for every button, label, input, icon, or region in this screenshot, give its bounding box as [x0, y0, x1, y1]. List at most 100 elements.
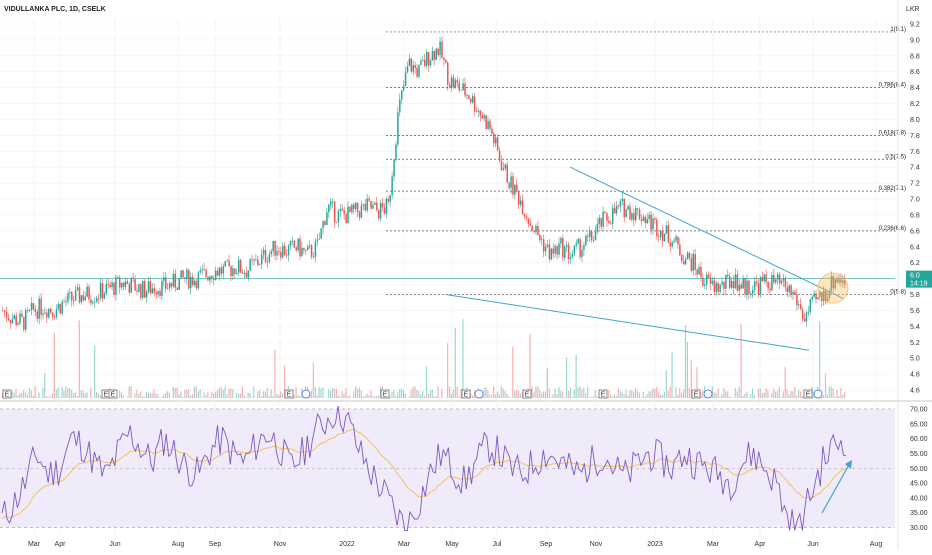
volume-bar [650, 391, 651, 398]
candle-body [543, 239, 545, 251]
price-axis-tick: 5.2 [910, 340, 920, 347]
volume-bar [19, 393, 20, 398]
candle-body [551, 249, 553, 260]
volume-bar [836, 390, 837, 398]
candle-body [566, 245, 568, 247]
candle-body [796, 294, 798, 305]
volume-bar [437, 387, 438, 398]
earnings-marker-label: E [525, 392, 530, 399]
candle-body [583, 245, 585, 250]
candle-body [775, 280, 777, 283]
volume-bar [462, 319, 463, 398]
candle-body [319, 239, 321, 240]
candle-body [253, 260, 255, 261]
candle-body [96, 298, 98, 302]
candle-body [63, 302, 65, 303]
volume-bar [244, 395, 245, 398]
candle-body [483, 115, 485, 118]
volume-bar [77, 396, 78, 398]
candle-body [347, 207, 349, 223]
candle-body [186, 270, 188, 279]
volume-bar [169, 393, 170, 398]
candle-body [792, 292, 794, 295]
volume-bar [144, 397, 145, 398]
volume-bar [420, 394, 421, 398]
candle-body [729, 276, 731, 288]
candle-body [489, 121, 491, 129]
volume-bar [46, 396, 47, 398]
candle-body [336, 222, 338, 223]
price-axis-tick: 5.0 [910, 356, 920, 363]
time-axis-tick: Nov [590, 541, 603, 548]
candle-body [635, 208, 637, 220]
candle-body [616, 206, 618, 213]
candle-body [558, 243, 560, 254]
volume-bar [86, 392, 87, 398]
volume-bar [249, 393, 250, 398]
volume-bar [574, 389, 575, 398]
candle-body [798, 304, 800, 305]
candle-body [148, 281, 150, 291]
candle-body [192, 277, 194, 285]
volume-bar [752, 388, 753, 398]
candle-body [614, 208, 616, 213]
candle-body [236, 273, 238, 274]
volume-bar [779, 387, 780, 398]
candle-body [539, 235, 541, 240]
volume-bar [608, 390, 609, 398]
volume-bar [121, 392, 122, 398]
candle-body [113, 283, 115, 295]
volume-bar [562, 392, 563, 398]
candle-body [499, 150, 501, 161]
candle-body [324, 221, 326, 225]
volume-bar [75, 392, 76, 398]
candle-body [516, 185, 518, 192]
candle-body [428, 52, 430, 65]
volume-bar [334, 389, 335, 398]
volume-bar [378, 396, 379, 398]
volume-bar [96, 392, 97, 398]
volume-bar [414, 386, 415, 398]
volume-bar [251, 397, 252, 398]
candle-body [56, 309, 58, 317]
fib-level-label: 0.618(7.8) [879, 130, 906, 136]
volume-bar [783, 391, 784, 398]
price-axis-tick: 4.6 [910, 388, 920, 395]
candle-body [136, 291, 138, 292]
candle-body [595, 232, 597, 241]
candle-body [73, 300, 75, 301]
candle-body [372, 205, 374, 209]
volume-bar [37, 397, 38, 398]
candle-body [123, 283, 125, 287]
volume-bar [790, 391, 791, 398]
candle-body [434, 51, 436, 60]
candle-body [391, 177, 393, 196]
candle-body [50, 309, 52, 313]
volume-bar [12, 391, 13, 398]
candle-body [203, 269, 205, 270]
candle-body [69, 292, 71, 293]
candle-body [694, 254, 696, 270]
highlight-circle [818, 273, 848, 303]
volume-bar [441, 389, 442, 398]
candle-body [604, 212, 606, 214]
candle-body [144, 281, 146, 298]
candle-body [29, 310, 31, 311]
currency-label: LKR [906, 6, 920, 13]
price-axis-tick: 9.0 [910, 37, 920, 44]
candle-body [328, 205, 330, 212]
candle-body [424, 60, 426, 66]
candle-body [708, 275, 710, 278]
volume-bar [459, 397, 460, 398]
candle-body [576, 243, 578, 245]
volume-bar [585, 394, 586, 398]
volume-bar [343, 394, 344, 398]
volume-bar [455, 328, 456, 398]
volume-bar [660, 395, 661, 398]
candle-body [142, 281, 144, 298]
time-axis-tick: Mar [398, 541, 411, 548]
candle-body [2, 310, 4, 311]
volume-bar [207, 392, 208, 398]
candle-body [198, 272, 200, 288]
candle-body [464, 83, 466, 95]
